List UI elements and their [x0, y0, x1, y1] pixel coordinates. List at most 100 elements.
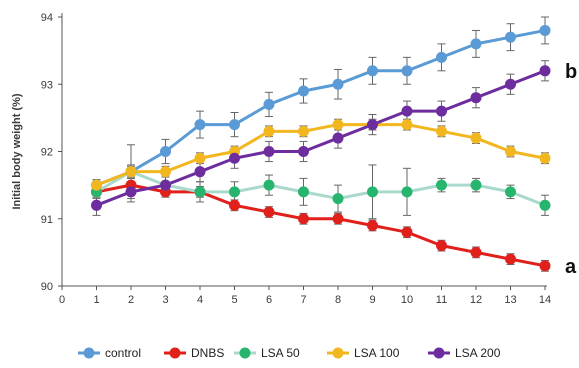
lsa-200-point — [539, 65, 551, 77]
lsa-200-line — [95, 69, 546, 207]
y-tick-label: 92 — [41, 147, 53, 159]
lsa-50-point — [539, 199, 551, 211]
control-point — [263, 98, 275, 110]
lsa-100-point — [91, 179, 102, 191]
x-tick-label: 11 — [436, 294, 447, 306]
dnbs-point — [539, 260, 551, 272]
dnbs-point — [229, 199, 240, 211]
lsa-200-point — [505, 78, 516, 90]
y-tick-label: 94 — [41, 12, 53, 24]
group-label-a: a — [565, 256, 577, 278]
legend-swatch-marker — [332, 347, 344, 359]
legend-item-dnbs: DNBS — [164, 346, 224, 360]
dnbs-point — [436, 240, 447, 252]
lsa-100-point — [505, 146, 516, 157]
control-point — [194, 119, 206, 131]
lsa-50-point — [367, 186, 378, 198]
lsa-50-point — [436, 179, 447, 191]
lsa-100-line — [95, 123, 546, 187]
group-label-b: b — [565, 61, 577, 83]
x-tick-label: 1 — [93, 294, 99, 306]
lsa-200-point — [229, 152, 240, 164]
lsa-100-point — [125, 166, 137, 178]
lsa-200-point — [298, 146, 309, 157]
dnbs-point — [505, 253, 516, 265]
lsa-50-line — [95, 170, 546, 207]
legend-label: LSA 50 — [261, 346, 300, 360]
legend-label: control — [105, 346, 141, 360]
lsa-100-point — [436, 125, 447, 137]
lsa-200-point — [332, 132, 344, 144]
lsa-200-point — [470, 92, 482, 104]
legend: control DNBS LSA 50 LSA 100 LSA 200 — [78, 346, 501, 360]
lsa-50-point — [229, 186, 240, 198]
legend-swatch-marker — [433, 347, 445, 359]
y-axis-label: Initial body weight (%) — [11, 93, 23, 209]
lsa-50-point — [505, 186, 516, 198]
dnbs-line — [96, 183, 546, 268]
lsa-50-point — [332, 193, 344, 205]
x-tick-label: 7 — [300, 294, 306, 306]
legend-swatch-marker — [83, 347, 95, 359]
lsa-100-point — [401, 119, 413, 131]
x-tick-label: 8 — [335, 294, 341, 306]
x-tick-label: 14 — [539, 294, 551, 306]
lsa-100-point — [298, 125, 309, 137]
lsa-50-point — [470, 179, 482, 191]
legend-item-lsa-200: LSA 200 — [428, 346, 501, 360]
legend-item-lsa-50: LSA 50 — [234, 346, 300, 360]
control-line — [95, 28, 546, 187]
x-tick-label: 6 — [266, 294, 272, 306]
dnbs-point — [263, 206, 275, 218]
lsa-50-point — [401, 186, 413, 198]
lsa-100-point — [470, 132, 482, 144]
lsa-200-point — [125, 186, 137, 198]
x-tick-label: 2 — [128, 294, 134, 306]
lsa-100-point — [194, 152, 206, 164]
lsa-200-point — [367, 119, 378, 131]
lsa-200-point — [436, 105, 447, 117]
control-point — [229, 119, 240, 131]
lsa-100-point — [539, 152, 551, 164]
lsa-200-point — [263, 146, 275, 157]
series-points — [91, 24, 551, 272]
lsa-200-point — [91, 199, 102, 211]
x-tick-label: 5 — [231, 294, 237, 306]
control-point — [401, 65, 413, 77]
lsa-200-point — [401, 105, 413, 117]
lsa-100-point — [263, 125, 275, 137]
y-tick-label: 93 — [41, 79, 53, 91]
annotations: ba — [565, 61, 577, 278]
y-tick-label: 90 — [41, 281, 53, 293]
lsa-50-point — [263, 179, 275, 191]
control-point — [470, 38, 482, 50]
x-tick-label: 12 — [470, 294, 482, 306]
legend-swatch-marker — [239, 347, 251, 359]
control-point — [332, 78, 344, 90]
lsa-100-point — [160, 166, 171, 178]
legend-item-lsa-100: LSA 100 — [327, 346, 400, 360]
lsa-200-point — [194, 166, 206, 178]
legend-swatch-marker — [169, 347, 181, 359]
x-tick-label: 3 — [162, 294, 168, 306]
lsa-50-point — [194, 186, 206, 198]
dnbs-point — [298, 213, 309, 225]
dnbs-point — [470, 246, 482, 258]
lsa-100-point — [332, 119, 344, 131]
control-point — [436, 51, 447, 63]
x-tick-label: 0 — [59, 294, 65, 306]
control-point — [505, 31, 516, 43]
legend-label: DNBS — [191, 346, 224, 360]
legend-label: LSA 100 — [354, 346, 400, 360]
lsa-50-point — [298, 186, 309, 198]
control-point — [539, 24, 551, 36]
dnbs-point — [401, 226, 413, 238]
legend-item-control: control — [78, 346, 141, 360]
control-point — [160, 146, 171, 157]
series-lines — [95, 28, 546, 268]
dnbs-point — [367, 219, 378, 231]
x-tick-label: 9 — [369, 294, 375, 306]
x-tick-label: 4 — [197, 294, 203, 306]
